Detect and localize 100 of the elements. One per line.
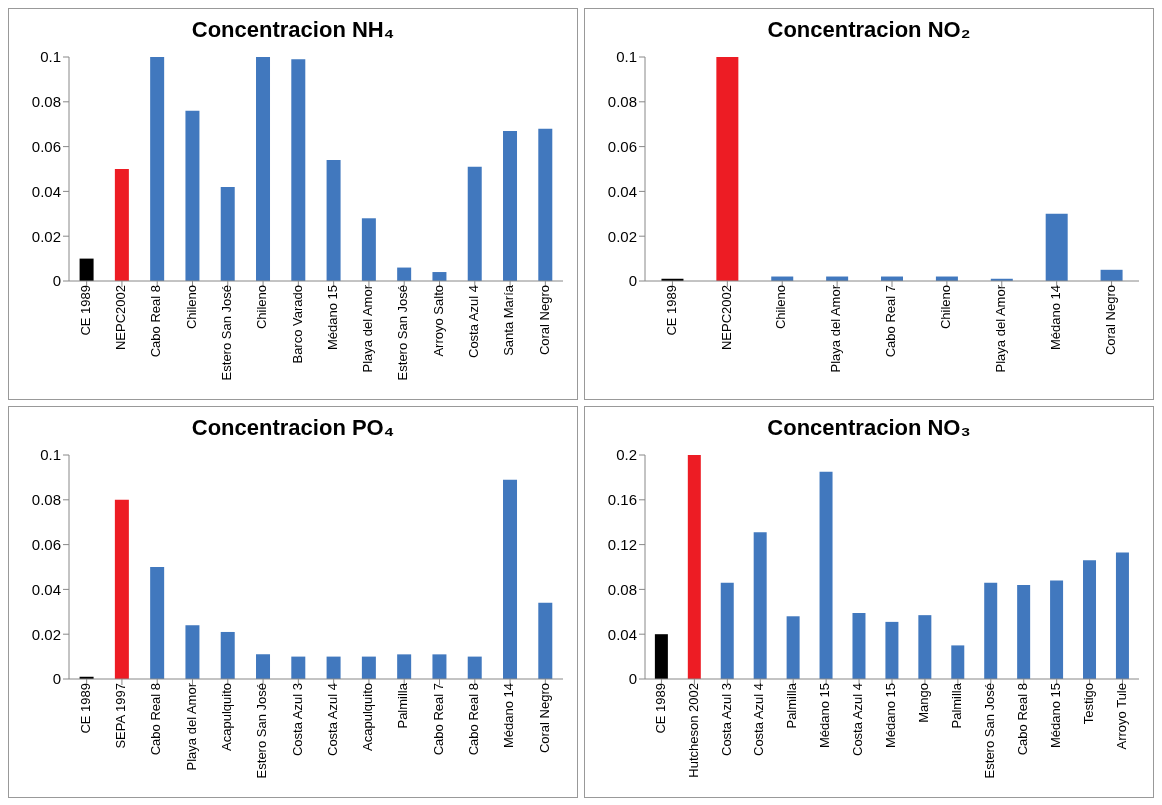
bar (79, 258, 94, 281)
x-tick-label: Médano 15 (883, 683, 899, 749)
x-tick-label: Estero San José (982, 683, 998, 779)
x-tick-label: Cabo Real 8 (466, 683, 482, 756)
chart-title: Concentracion NH₄ (190, 17, 396, 44)
bar (185, 110, 200, 281)
y-tick-label: 0 (628, 272, 637, 290)
x-tick-label: Cabo Real 7 (430, 683, 446, 756)
bar (150, 567, 165, 679)
y-tick-label: 0.1 (616, 48, 637, 66)
x-tick-label: Costa Azul 4 (850, 683, 866, 756)
bar (951, 645, 965, 679)
bar (538, 128, 553, 281)
x-tick-label: Mango (916, 683, 932, 723)
x-tick-label: CE 1989 (663, 285, 679, 336)
y-tick-label: 0.06 (31, 137, 61, 155)
x-tick-label: NEPC2002 (113, 285, 129, 351)
x-tick-label: Acapulquito (360, 683, 376, 751)
y-tick-label: 0.04 (31, 182, 61, 200)
x-tick-label: Médano 15 (817, 683, 833, 749)
bar (1017, 584, 1031, 679)
x-tick-label: Costa Azul 4 (751, 683, 767, 756)
bar (291, 656, 306, 679)
bar (397, 654, 412, 679)
y-tick-label: 0.2 (616, 446, 637, 464)
y-tick-label: 0.1 (40, 48, 61, 66)
bar (467, 166, 482, 281)
x-tick-label: Estero San José (254, 683, 270, 779)
x-tick-label: Santa María (501, 284, 517, 356)
bar (114, 499, 129, 679)
bar (819, 471, 833, 679)
x-tick-label: Playa del Amor (183, 682, 199, 771)
bar (1115, 552, 1129, 679)
y-tick-label: 0.08 (607, 580, 637, 598)
x-tick-label: Hutcheson 2002 (685, 683, 701, 778)
bar (918, 615, 932, 679)
x-tick-label: CE 1989 (77, 285, 93, 336)
x-tick-label: CE 1989 (77, 683, 93, 734)
x-tick-label: NEPC2002 (718, 285, 734, 351)
bar (786, 616, 800, 679)
bar (753, 532, 767, 679)
x-tick-label: Arroyo Salto (430, 285, 446, 357)
chart-title: Concentracion PO₄ (190, 415, 396, 442)
bar (852, 612, 866, 679)
x-tick-label: Chileno (773, 285, 789, 330)
bar (432, 272, 447, 281)
x-tick-label: Cabo Real 8 (148, 683, 164, 756)
y-tick-label: 0.1 (40, 446, 61, 464)
x-tick-label: Cabo Real 8 (148, 285, 164, 358)
x-tick-label: Acapulquito (219, 683, 235, 751)
x-tick-label: SEPA 1997 (113, 683, 129, 749)
x-tick-label: Costa Azul 4 (466, 285, 482, 358)
x-tick-label: Médano 15 (1047, 683, 1063, 749)
x-tick-label: CE 1989 (652, 683, 668, 734)
bar (984, 582, 998, 679)
x-tick-label: Estero San José (219, 285, 235, 381)
bar (467, 656, 482, 679)
x-tick-label: Chileno (183, 285, 199, 330)
y-tick-label: 0.08 (31, 491, 61, 509)
bar (1083, 560, 1097, 679)
x-tick-label: Barco Varado (289, 285, 305, 364)
x-tick-label: Palmilla (784, 682, 800, 729)
chart-title: Concentracion NO₂ (766, 17, 972, 44)
x-tick-label: Chileno (254, 285, 270, 330)
x-tick-label: Arroyo Tule (1113, 683, 1129, 750)
bar (885, 621, 899, 679)
y-tick-label: 0.08 (607, 93, 637, 111)
y-tick-label: 0.02 (31, 227, 61, 245)
y-tick-label: 0.02 (607, 227, 637, 245)
y-tick-label: 0.02 (31, 625, 61, 643)
y-tick-label: 0.12 (607, 535, 637, 553)
y-tick-label: 0.08 (31, 93, 61, 111)
bar (716, 57, 739, 281)
bar (1050, 580, 1064, 679)
bar (503, 479, 518, 679)
chart-title: Concentracion NO₃ (766, 415, 972, 442)
bar (361, 656, 376, 679)
bar (220, 186, 235, 281)
bar (150, 57, 165, 281)
bar (256, 654, 271, 679)
bar (326, 656, 341, 679)
y-tick-label: 0.16 (607, 491, 637, 509)
bar (326, 160, 341, 281)
y-tick-label: 0.04 (607, 625, 637, 643)
y-tick-label: 0.04 (31, 580, 61, 598)
bar (185, 625, 200, 679)
y-tick-label: 0 (52, 272, 61, 290)
x-tick-label: Coral Negro (1102, 285, 1118, 356)
bar (503, 130, 518, 281)
y-tick-label: 0.04 (607, 182, 637, 200)
x-tick-label: Playa del Amor (993, 284, 1009, 373)
bar (720, 582, 734, 679)
bar (220, 631, 235, 679)
x-tick-label: Coral Negro (536, 285, 552, 356)
x-tick-label: Estero San José (395, 285, 411, 381)
bar (687, 455, 701, 679)
bar (1045, 213, 1068, 281)
bar (291, 59, 306, 281)
x-tick-label: Palmilla (395, 682, 411, 729)
x-tick-label: Cabo Real 8 (1014, 683, 1030, 756)
